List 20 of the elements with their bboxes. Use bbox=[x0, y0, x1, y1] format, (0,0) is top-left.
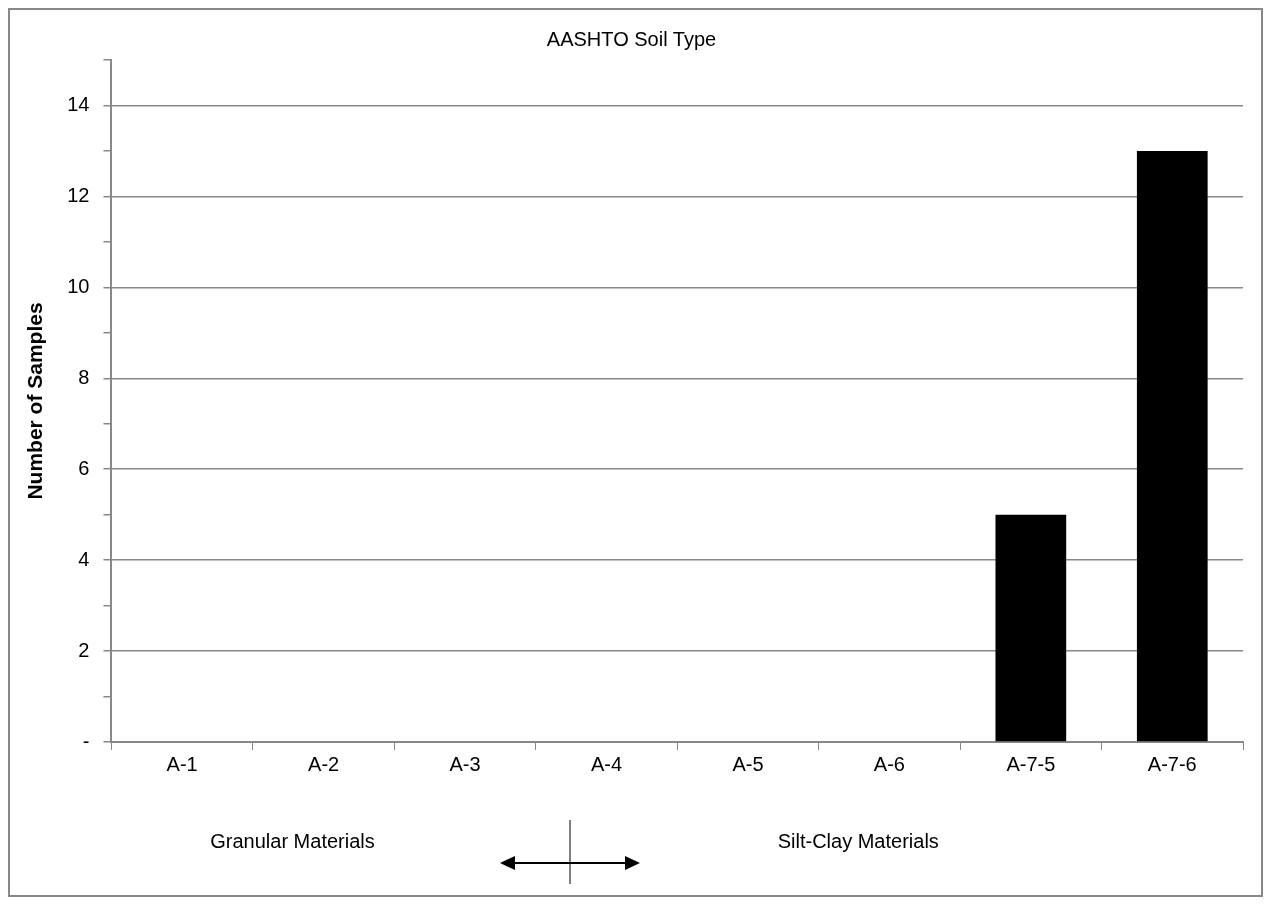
x-tick-label: A-4 bbox=[590, 752, 623, 775]
y-tick-label: 14 bbox=[67, 92, 90, 115]
y-tick-label: 8 bbox=[78, 365, 90, 388]
y-tick-label: 10 bbox=[67, 274, 90, 297]
y-tick-label: 4 bbox=[78, 547, 90, 570]
text: Granular Materials bbox=[210, 829, 375, 852]
x-tick-label: A-5 bbox=[732, 752, 764, 775]
x-tick-label: A-3 bbox=[449, 752, 481, 775]
chart-title: AASHTO Soil Type bbox=[546, 27, 717, 50]
text: Silt-Clay Materials bbox=[777, 829, 939, 852]
x-tick-label: A-7-5 bbox=[1006, 752, 1056, 775]
y-tick-label: 12 bbox=[67, 183, 90, 206]
x-tick-label: A-7-6 bbox=[1147, 752, 1197, 775]
x-tick-label: A-6 bbox=[873, 752, 905, 775]
y-tick-label: - bbox=[82, 729, 90, 752]
x-tick-label: A-1 bbox=[166, 752, 198, 775]
y-tick-label: 2 bbox=[78, 638, 90, 661]
y-tick-label: 6 bbox=[78, 456, 90, 479]
y-axis-title: Number of Samples bbox=[23, 302, 47, 500]
x-tick-label: A-2 bbox=[308, 752, 340, 775]
